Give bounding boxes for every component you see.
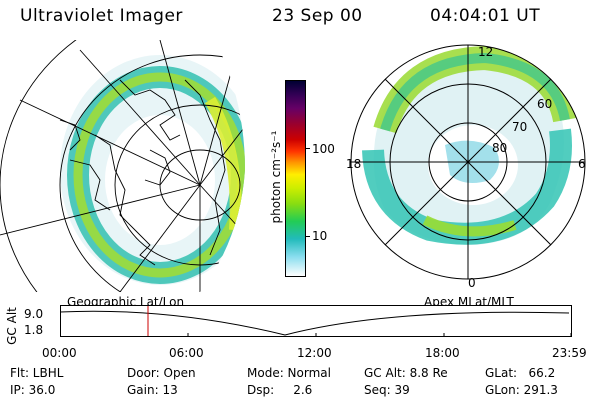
info-ip: IP: 36.0 xyxy=(10,383,56,397)
mlat-label-60: 60 xyxy=(537,97,553,111)
mlt-label-12: 12 xyxy=(478,45,494,59)
colorbar-unit-label: photon cm⁻²s⁻¹ xyxy=(269,130,283,224)
geographic-auroral-image xyxy=(0,40,245,292)
info-seq: Seq: 39 xyxy=(364,383,410,397)
timeline-xtick-0000: 00:00 xyxy=(42,346,77,360)
mlt-label-6: 6 xyxy=(578,157,586,171)
mlat-label-80: 80 xyxy=(492,141,508,155)
timeline-xtick-0600: 06:00 xyxy=(169,346,204,360)
timeline-xtick-2359: 23:59 xyxy=(552,346,587,360)
mlt-label-18: 18 xyxy=(346,157,362,171)
info-dsp: Dsp: 2.6 xyxy=(247,383,313,397)
timeline-ytick-9: 9.0 xyxy=(24,307,44,321)
mlt-label-0: 0 xyxy=(468,276,476,290)
timeline-xtick-1200: 12:00 xyxy=(297,346,332,360)
mlat-label-70: 70 xyxy=(512,120,528,134)
info-mode: Mode: Normal xyxy=(247,366,331,380)
colorbar-tick-100: 100 xyxy=(312,142,335,156)
time-label: 04:04:01 UT xyxy=(430,6,541,26)
colorbar-tick-10: 10 xyxy=(312,229,328,243)
info-filter: Flt: LBHL xyxy=(10,366,64,380)
colorbar xyxy=(285,80,306,277)
info-door: Door: Open xyxy=(127,366,196,380)
info-glat: GLat: 66.2 xyxy=(485,366,556,380)
orbit-altitude-timeline xyxy=(60,305,572,337)
timeline-xtick-1800: 18:00 xyxy=(425,346,460,360)
colorbar-tickmark-100 xyxy=(305,148,310,149)
timeline-ytick-1-8: 1.8 xyxy=(24,323,44,337)
apex-polar-auroral-image xyxy=(350,44,586,280)
timeline-axis-label: GC Alt xyxy=(5,307,19,345)
instrument-title: Ultraviolet Imager xyxy=(20,6,183,26)
info-gc-alt: GC Alt: 8.8 Re xyxy=(364,366,448,380)
date-label: 23 Sep 00 xyxy=(272,6,363,26)
colorbar-tickmark-10 xyxy=(305,236,310,237)
info-gain: Gain: 13 xyxy=(127,383,178,397)
info-glon: GLon: 291.3 xyxy=(485,383,558,397)
altitude-curve xyxy=(60,310,570,336)
